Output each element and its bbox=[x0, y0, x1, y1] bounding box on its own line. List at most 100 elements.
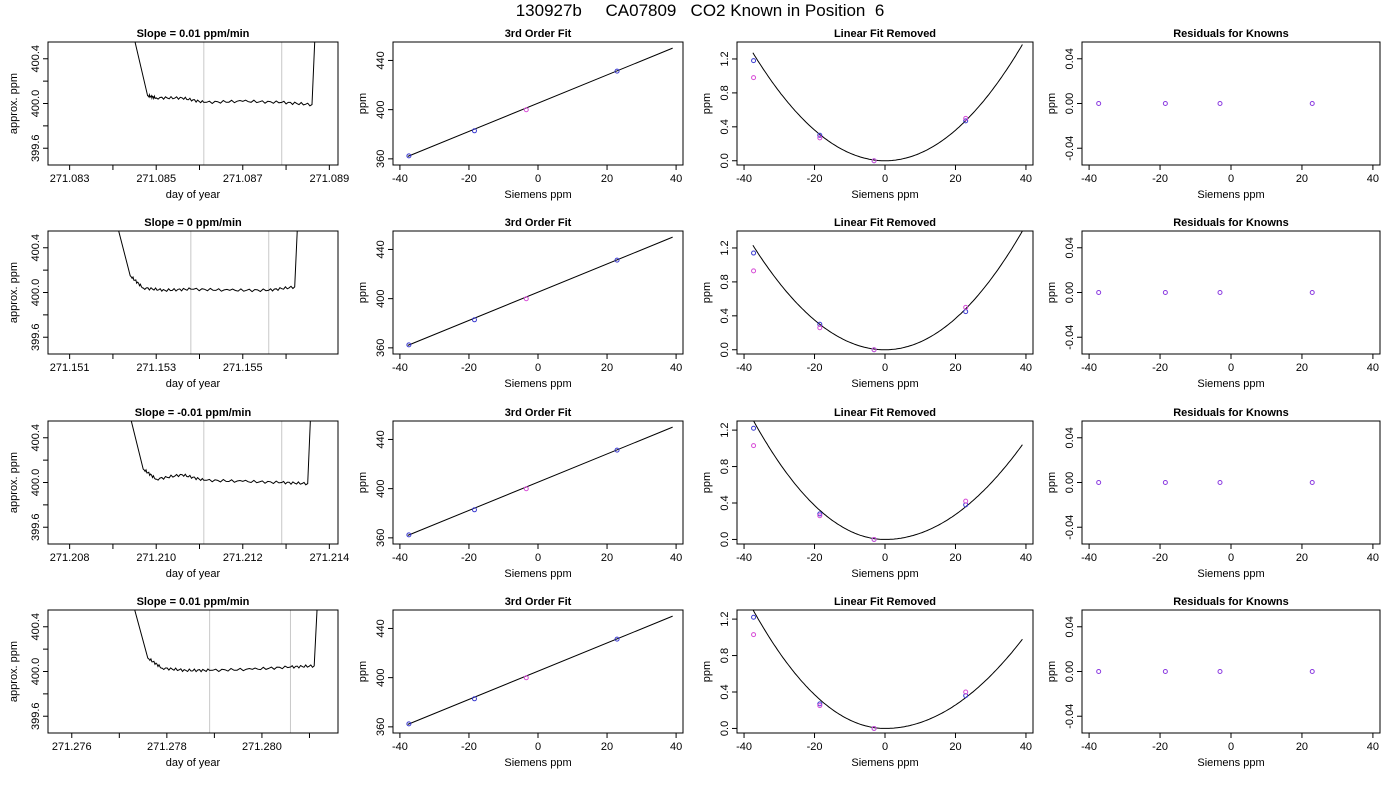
panel-r2-c1: Slope = 0 ppm/min 271.151 271.153 271.155 39… bbox=[8, 217, 339, 390]
y-tick-label: 0.4 bbox=[719, 495, 731, 510]
x-tick-label: 0 bbox=[1228, 173, 1234, 185]
y-axis-label: ppm bbox=[357, 93, 369, 114]
panel-title: 3rd Order Fit bbox=[505, 596, 572, 608]
panel-title: 3rd Order Fit bbox=[505, 407, 572, 419]
fit-curve bbox=[752, 44, 1023, 162]
x-axis-label: Siemens ppm bbox=[851, 189, 918, 201]
y-axis-label: ppm bbox=[1046, 661, 1058, 682]
trace-line bbox=[134, 610, 318, 673]
y-tick-label: 1.2 bbox=[719, 422, 731, 437]
plot-area bbox=[1096, 101, 1315, 106]
x-tick-label: -20 bbox=[1152, 362, 1168, 374]
x-tick-label: -40 bbox=[736, 173, 752, 185]
plot-frame bbox=[736, 41, 1034, 166]
x-tick-label: 40 bbox=[1367, 173, 1379, 185]
x-tick-label: -20 bbox=[461, 362, 477, 374]
x-tick-label: 40 bbox=[1367, 362, 1379, 374]
x-axis-label: Siemens ppm bbox=[1197, 568, 1264, 580]
data-point bbox=[1162, 101, 1168, 106]
x-axis-label: Siemens ppm bbox=[504, 189, 571, 201]
x-axis-label: day of year bbox=[166, 378, 221, 390]
data-point bbox=[471, 696, 477, 702]
plot-frame bbox=[47, 609, 339, 734]
panel-title: Linear Fit Removed bbox=[834, 217, 936, 229]
data-point bbox=[471, 507, 477, 513]
panel-r1-c3: Linear Fit Removed -40 -20 0 20 40 0.0 0.4 0.8 1.… bbox=[701, 28, 1034, 201]
panel-r3-c1: Slope = -0.01 ppm/min 271.208 271.210 271.2… bbox=[8, 407, 349, 580]
y-tick-label: 360 bbox=[375, 150, 387, 168]
data-point bbox=[406, 721, 412, 727]
x-axis-label: Siemens ppm bbox=[851, 378, 918, 390]
plot-area bbox=[751, 421, 1023, 542]
y-tick-label: 360 bbox=[375, 339, 387, 357]
y-tick-label: 0.8 bbox=[719, 274, 731, 289]
data-point bbox=[1096, 101, 1102, 106]
panel-r2-c4: Residuals for Knowns -40 -20 0 20 40 -0.04 0.00… bbox=[1046, 217, 1381, 390]
plot-frame bbox=[1081, 230, 1381, 355]
data-point bbox=[963, 689, 969, 695]
y-tick-label: 440 bbox=[375, 430, 387, 448]
x-tick-label: 0 bbox=[535, 741, 541, 753]
x-tick-label: 20 bbox=[601, 741, 613, 753]
x-tick-label: -20 bbox=[461, 741, 477, 753]
plot-area bbox=[1096, 669, 1315, 674]
x-tick-label: 0 bbox=[882, 741, 888, 753]
data-point bbox=[523, 486, 529, 492]
data-point bbox=[471, 317, 477, 323]
x-tick-label: 0 bbox=[535, 173, 541, 185]
data-point bbox=[751, 75, 757, 81]
x-tick-label: 271.087 bbox=[223, 173, 263, 185]
data-point bbox=[817, 701, 823, 707]
x-tick-label: 20 bbox=[1296, 362, 1308, 374]
panel-title: Slope = 0.01 ppm/min bbox=[137, 596, 250, 608]
panel-r3-c3: Linear Fit Removed -40 -20 0 20 40 0.0 0.4 0.8 1.… bbox=[701, 407, 1034, 580]
trace-line bbox=[130, 421, 311, 486]
x-tick-label: 271.280 bbox=[242, 741, 282, 753]
y-axis-label: ppm bbox=[701, 472, 713, 493]
fit-line bbox=[407, 615, 673, 725]
data-point bbox=[751, 614, 757, 620]
x-tick-label: 20 bbox=[949, 362, 961, 374]
data-point bbox=[751, 443, 757, 449]
x-axis-label: Siemens ppm bbox=[504, 378, 571, 390]
panel-title: Residuals for Knowns bbox=[1173, 28, 1289, 40]
y-tick-label: 400.0 bbox=[30, 279, 42, 307]
y-tick-label: 0.04 bbox=[1064, 48, 1076, 69]
x-axis-label: day of year bbox=[166, 568, 221, 580]
y-axis-label: ppm bbox=[357, 661, 369, 682]
x-tick-label: 40 bbox=[670, 173, 682, 185]
x-tick-label: 0 bbox=[1228, 552, 1234, 564]
plot-frame bbox=[736, 230, 1034, 355]
y-tick-label: 399.6 bbox=[30, 134, 42, 162]
data-point bbox=[963, 115, 969, 121]
panel-title: Linear Fit Removed bbox=[834, 596, 936, 608]
fit-curve bbox=[752, 610, 1023, 729]
data-point bbox=[1162, 290, 1168, 295]
x-tick-label: 0 bbox=[535, 552, 541, 564]
y-tick-label: 0.8 bbox=[719, 85, 731, 100]
data-point bbox=[1217, 480, 1223, 485]
y-tick-label: 1.2 bbox=[719, 240, 731, 255]
y-axis-label: approx. ppm bbox=[8, 73, 20, 134]
y-tick-label: 0.04 bbox=[1064, 237, 1076, 258]
x-tick-label: 271.210 bbox=[136, 552, 176, 564]
x-tick-label: 20 bbox=[601, 362, 613, 374]
x-axis-label: Siemens ppm bbox=[504, 757, 571, 769]
x-tick-label: 271.085 bbox=[136, 173, 176, 185]
data-point bbox=[1217, 669, 1223, 674]
data-point bbox=[817, 511, 823, 517]
plot-area bbox=[406, 615, 673, 727]
x-tick-label: 20 bbox=[601, 173, 613, 185]
x-tick-label: 271.214 bbox=[309, 552, 349, 564]
data-point bbox=[817, 703, 823, 709]
x-tick-label: 20 bbox=[601, 552, 613, 564]
x-tick-label: -20 bbox=[461, 552, 477, 564]
x-tick-label: -40 bbox=[736, 741, 752, 753]
x-tick-label: 40 bbox=[670, 741, 682, 753]
x-tick-label: 0 bbox=[882, 362, 888, 374]
y-tick-label: -0.04 bbox=[1064, 136, 1076, 161]
data-point bbox=[406, 342, 412, 348]
x-tick-label: 20 bbox=[949, 173, 961, 185]
y-axis-label: ppm bbox=[357, 282, 369, 303]
data-point bbox=[1162, 669, 1168, 674]
